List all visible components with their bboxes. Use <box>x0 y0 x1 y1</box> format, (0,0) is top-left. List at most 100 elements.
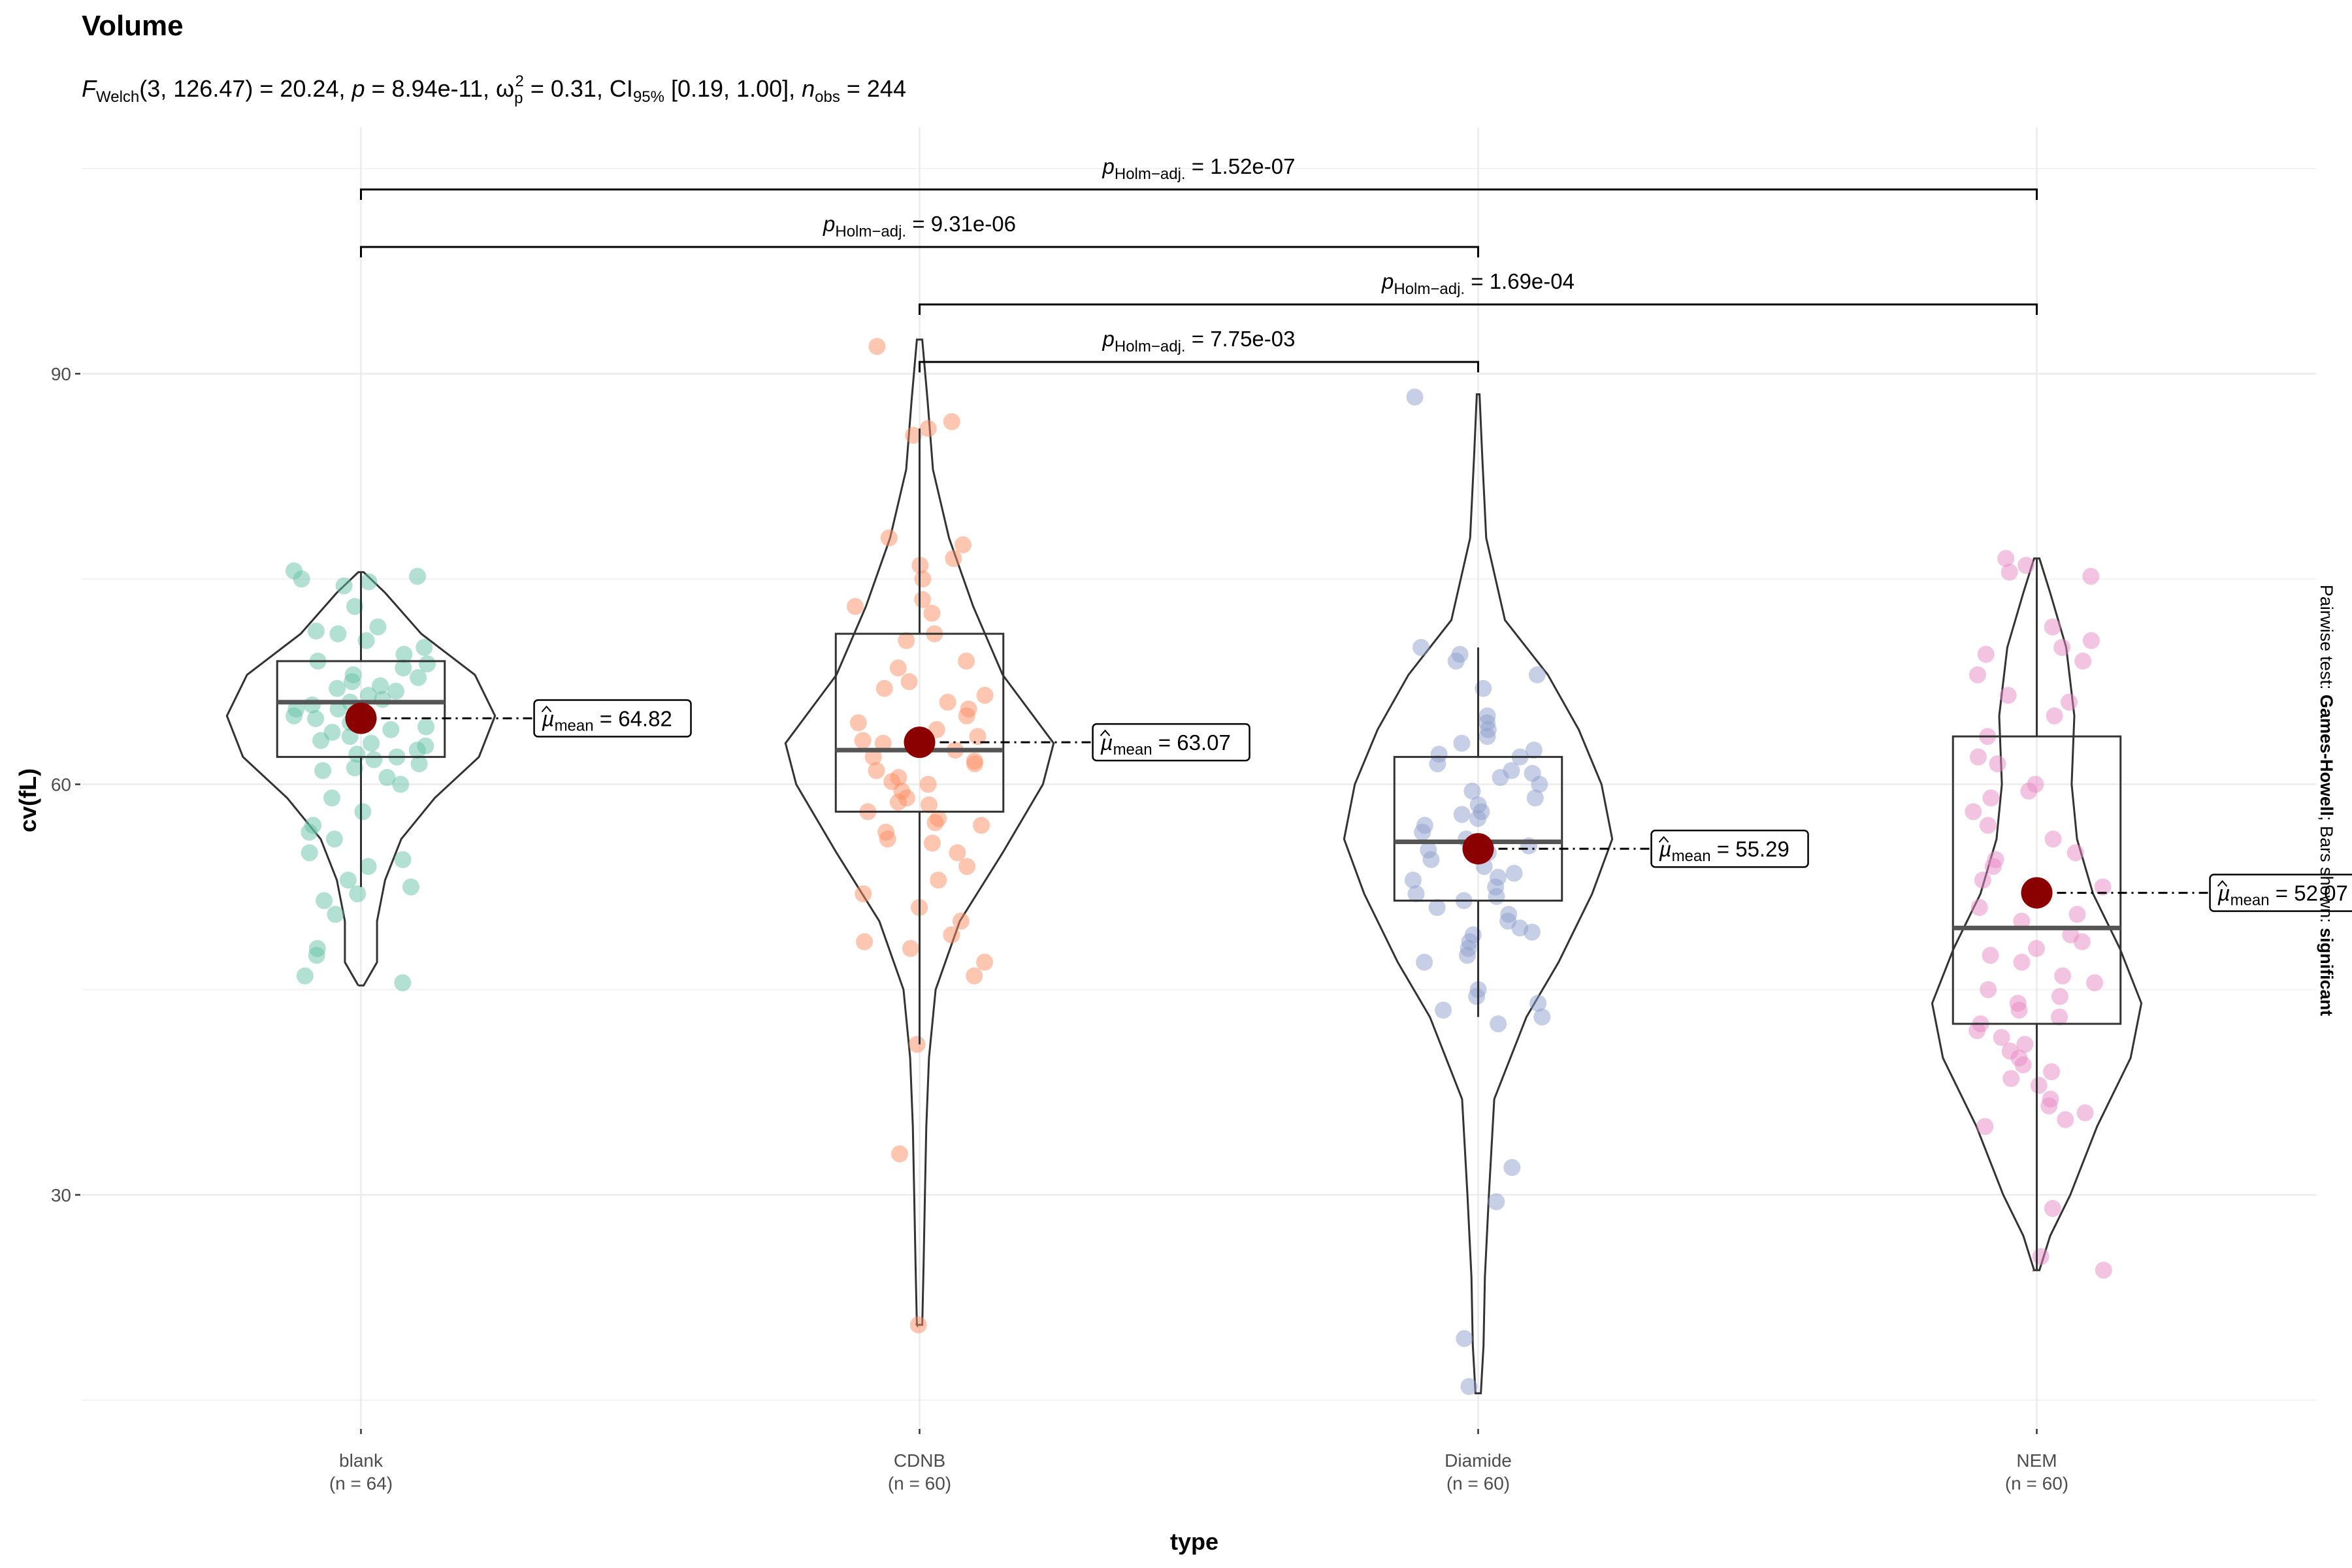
significance-bracket <box>919 361 1479 372</box>
data-point <box>949 844 966 862</box>
y-tick-label: 30 <box>51 1185 71 1205</box>
mean-hat <box>2217 880 2228 887</box>
data-point <box>344 673 361 691</box>
data-point <box>1974 872 1991 889</box>
data-point <box>395 659 412 677</box>
data-point <box>919 776 937 793</box>
data-point <box>1406 388 1424 406</box>
mean-label-box <box>2209 874 2352 912</box>
x-tick-label: NEM <box>2016 1450 2057 1471</box>
data-point <box>329 700 347 718</box>
data-point <box>2028 939 2045 957</box>
data-point <box>374 691 391 708</box>
mean-label-box <box>533 699 692 738</box>
y-tick-label: 90 <box>51 364 71 384</box>
data-point <box>2040 1097 2058 1115</box>
data-point <box>973 817 990 834</box>
mean-label: µmean = 52.07 <box>2217 881 2348 909</box>
data-point <box>2032 1248 2050 1266</box>
data-point <box>874 734 892 752</box>
data-point <box>1447 652 1465 670</box>
significance-label: pHolm−adj. = 1.52e-07 <box>1102 154 1296 183</box>
data-point <box>416 639 433 656</box>
data-point <box>919 419 937 437</box>
data-point <box>387 683 404 700</box>
data-point <box>2001 563 2018 581</box>
data-point <box>1460 1378 1478 1396</box>
data-point <box>1503 1159 1521 1176</box>
data-point <box>346 759 363 777</box>
data-point <box>365 751 383 768</box>
data-point <box>2053 639 2071 656</box>
data-point <box>905 427 923 444</box>
data-point <box>2068 906 2086 923</box>
data-point <box>2020 782 2038 800</box>
point-layer <box>285 338 2112 1396</box>
significance-label: pHolm−adj. = 9.31e-06 <box>823 212 1016 240</box>
data-point <box>2051 988 2068 1005</box>
data-point <box>1970 899 1988 916</box>
data-point <box>958 707 975 725</box>
data-point <box>908 1036 926 1053</box>
data-point <box>1404 872 1422 889</box>
data-point <box>945 549 962 567</box>
mean-marker <box>2021 877 2053 909</box>
data-point <box>2044 618 2061 636</box>
data-point <box>346 598 363 615</box>
data-point <box>287 700 305 718</box>
significance-bracket <box>360 246 1479 257</box>
data-point <box>1999 687 2017 704</box>
data-point <box>308 947 325 964</box>
data-point <box>879 830 896 848</box>
mean-hat <box>1658 836 1669 843</box>
data-point <box>323 789 340 807</box>
data-point <box>856 933 874 951</box>
violin-cdnb <box>784 338 1055 1326</box>
data-point <box>2057 1111 2074 1128</box>
data-point <box>926 814 944 832</box>
data-point <box>316 892 333 909</box>
data-point <box>410 669 427 687</box>
data-point <box>1968 1022 1986 1039</box>
data-point <box>1488 1193 1505 1211</box>
data-point <box>930 872 947 889</box>
violin-nem <box>1931 557 2143 1271</box>
data-point <box>1533 1008 1551 1026</box>
data-point <box>1453 734 1471 752</box>
data-point <box>902 939 919 957</box>
data-point <box>1989 755 2006 773</box>
data-point <box>1492 769 1509 786</box>
data-point <box>2010 1002 2028 1019</box>
mean-label-box <box>1092 723 1250 762</box>
data-point <box>2094 878 2112 896</box>
data-point <box>958 652 975 670</box>
boxplot-box <box>1393 756 1563 902</box>
data-point <box>339 872 357 889</box>
data-point <box>1430 745 1448 763</box>
data-point <box>301 844 318 862</box>
data-point <box>864 748 882 766</box>
data-point <box>900 673 918 691</box>
mean-label: µmean = 55.29 <box>1659 837 1789 865</box>
mean-label: µmean = 64.82 <box>542 707 672 735</box>
data-point <box>349 885 367 903</box>
side-caption: Pairwise test: Games-Howell; Bars shown:… <box>2317 585 2336 1016</box>
data-point <box>1420 841 1437 858</box>
data-point <box>1984 858 2002 875</box>
violin-layer <box>225 338 2143 1395</box>
data-point <box>2046 707 2063 725</box>
data-point <box>1407 885 1425 903</box>
data-point <box>1428 899 1446 916</box>
bracket-layer: pHolm−adj. = 1.52e-07 pHolm−adj. = 9.31e-… <box>360 154 2038 372</box>
data-point <box>1505 864 1523 882</box>
data-point <box>335 577 353 595</box>
data-point <box>891 1145 908 1163</box>
data-point <box>2002 1070 2020 1087</box>
data-point <box>1977 645 1995 663</box>
data-point <box>301 823 318 841</box>
data-point <box>293 570 310 588</box>
data-point <box>1965 803 1982 821</box>
data-point <box>409 568 426 585</box>
data-point <box>1416 953 1433 971</box>
data-point <box>1468 988 1486 1005</box>
